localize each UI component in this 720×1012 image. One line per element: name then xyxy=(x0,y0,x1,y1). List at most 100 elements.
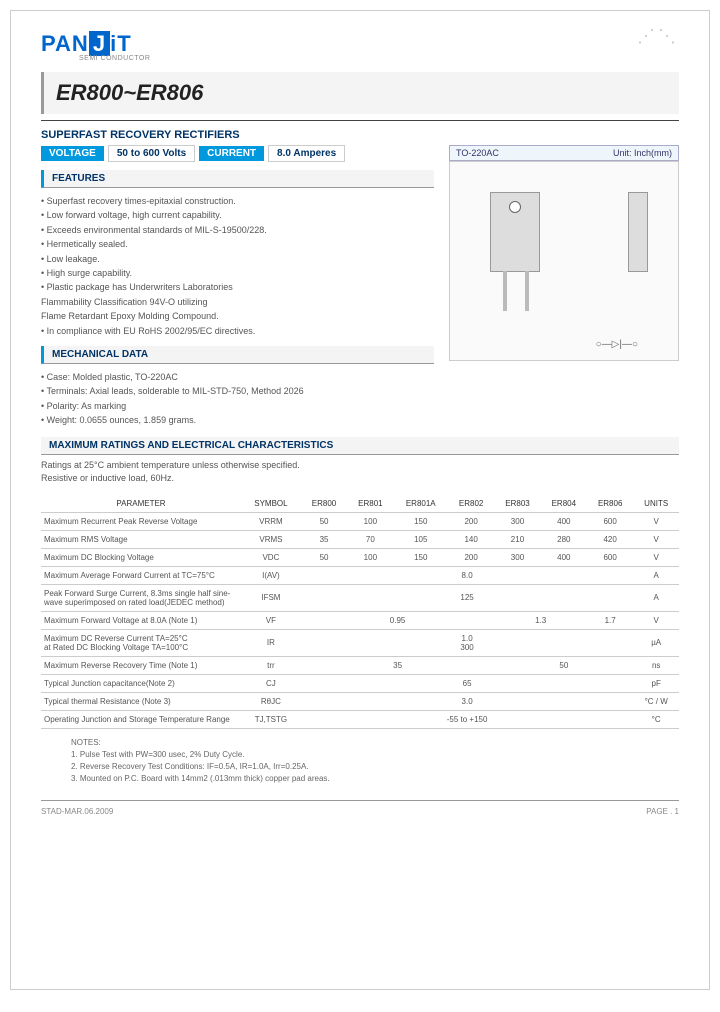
divider xyxy=(41,120,679,121)
feature-item: Plastic package has Underwriters Laborat… xyxy=(41,280,434,323)
note-item: 1. Pulse Test with PW=300 usec, 2% Duty … xyxy=(71,749,679,761)
value-cell: 65 xyxy=(301,674,634,692)
ratings-note: Ratings at 25°C ambient temperature unle… xyxy=(41,459,679,484)
logo-area: PANJiT SEMI CONDUCTOR xyxy=(41,31,679,62)
table-header: ER802 xyxy=(448,495,494,513)
unit-cell: V xyxy=(633,548,679,566)
value-cell: 300 xyxy=(494,512,540,530)
mechanical-item: Terminals: Axial leads, solderable to MI… xyxy=(41,384,434,398)
value-cell: 210 xyxy=(494,530,540,548)
value-cell: 35 xyxy=(301,656,494,674)
table-row: Maximum Recurrent Peak Reverse VoltageVR… xyxy=(41,512,679,530)
value-cell: -55 to +150 xyxy=(301,710,634,728)
mechanical-item: Polarity: As marking xyxy=(41,399,434,413)
table-row: Typical Junction capacitance(Note 2)CJ65… xyxy=(41,674,679,692)
param-cell: Maximum Recurrent Peak Reverse Voltage xyxy=(41,512,241,530)
symbol-cell: TJ,TSTG xyxy=(241,710,301,728)
value-cell: 200 xyxy=(448,512,494,530)
mechanical-item: Case: Molded plastic, TO-220AC xyxy=(41,370,434,384)
symbol-cell: RθJC xyxy=(241,692,301,710)
feature-item: Low leakage. xyxy=(41,252,434,266)
value-cell: 3.0 xyxy=(301,692,634,710)
param-cell: Typical thermal Resistance (Note 3) xyxy=(41,692,241,710)
features-list: Superfast recovery times-epitaxial const… xyxy=(41,194,434,338)
unit-cell: ns xyxy=(633,656,679,674)
package-name: TO-220AC xyxy=(456,148,499,158)
value-cell: 140 xyxy=(448,530,494,548)
value-cell: 35 xyxy=(301,530,347,548)
mechanical-list: Case: Molded plastic, TO-220ACTerminals:… xyxy=(41,370,434,428)
spec-line: VOLTAGE 50 to 600 Volts CURRENT 8.0 Ampe… xyxy=(41,145,434,162)
table-header: PARAMETER xyxy=(41,495,241,513)
table-header: SYMBOL xyxy=(241,495,301,513)
table-row: Maximum Average Forward Current at TC=75… xyxy=(41,566,679,584)
decorative-dots: ⋰⋱ xyxy=(637,26,679,47)
footer-date: STAD-MAR.06.2009 xyxy=(41,807,113,816)
value-cell: 1.7 xyxy=(587,611,633,629)
value-cell: 50 xyxy=(494,656,633,674)
note-item: 3. Mounted on P.C. Board with 14mm2 (.01… xyxy=(71,773,679,785)
param-cell: Maximum DC Blocking Voltage xyxy=(41,548,241,566)
value-cell: 150 xyxy=(394,512,448,530)
table-header: ER806 xyxy=(587,495,633,513)
value-cell: 100 xyxy=(347,548,393,566)
unit-cell: V xyxy=(633,530,679,548)
table-header: ER803 xyxy=(494,495,540,513)
logo-subtitle: SEMI CONDUCTOR xyxy=(79,55,679,62)
value-cell: 200 xyxy=(448,548,494,566)
table-row: Maximum Reverse Recovery Time (Note 1)tr… xyxy=(41,656,679,674)
diode-symbol: ○—▷|—○ xyxy=(596,339,638,350)
feature-item: Superfast recovery times-epitaxial const… xyxy=(41,194,434,208)
symbol-cell: VRRM xyxy=(241,512,301,530)
package-drawing: ○—▷|—○ xyxy=(449,161,679,361)
table-header: ER800 xyxy=(301,495,347,513)
feature-item: Low forward voltage, high current capabi… xyxy=(41,208,434,222)
value-cell: 1.3 xyxy=(494,611,587,629)
unit-cell: µA xyxy=(633,629,679,656)
value-cell: 300 xyxy=(494,548,540,566)
current-label: CURRENT xyxy=(199,146,264,161)
logo-jit: J xyxy=(89,31,110,56)
value-cell: 400 xyxy=(541,512,587,530)
current-value: 8.0 Amperes xyxy=(268,145,345,162)
value-cell: 420 xyxy=(587,530,633,548)
page-title: ER800~ER806 xyxy=(41,72,679,114)
table-row: Maximum Forward Voltage at 8.0A (Note 1)… xyxy=(41,611,679,629)
param-cell: Operating Junction and Storage Temperatu… xyxy=(41,710,241,728)
symbol-cell: IR xyxy=(241,629,301,656)
voltage-label: VOLTAGE xyxy=(41,146,104,161)
table-header: ER801 xyxy=(347,495,393,513)
value-cell: 50 xyxy=(301,548,347,566)
to220-lead-1 xyxy=(503,271,507,311)
table-row: Operating Junction and Storage Temperatu… xyxy=(41,710,679,728)
value-cell: 0.95 xyxy=(301,611,494,629)
unit-cell: V xyxy=(633,512,679,530)
table-row: Typical thermal Resistance (Note 3)RθJC3… xyxy=(41,692,679,710)
value-cell: 600 xyxy=(587,512,633,530)
brand-logo: PANJiT xyxy=(41,31,679,57)
footer-page: PAGE . 1 xyxy=(646,807,679,816)
mechanical-item: Weight: 0.0655 ounces, 1.859 grams. xyxy=(41,413,434,427)
subtitle: SUPERFAST RECOVERY RECTIFIERS xyxy=(41,129,679,141)
param-cell: Maximum Forward Voltage at 8.0A (Note 1) xyxy=(41,611,241,629)
table-header: ER801A xyxy=(394,495,448,513)
unit-cell: pF xyxy=(633,674,679,692)
page-footer: STAD-MAR.06.2009 PAGE . 1 xyxy=(41,800,679,816)
value-cell: 600 xyxy=(587,548,633,566)
param-cell: Maximum RMS Voltage xyxy=(41,530,241,548)
voltage-value: 50 to 600 Volts xyxy=(108,145,195,162)
value-cell: 70 xyxy=(347,530,393,548)
feature-item: Hermetically sealed. xyxy=(41,237,434,251)
table-row: Maximum RMS VoltageVRMS35701051402102804… xyxy=(41,530,679,548)
symbol-cell: CJ xyxy=(241,674,301,692)
table-row: Maximum DC Blocking VoltageVDC5010015020… xyxy=(41,548,679,566)
value-cell: 1.0 300 xyxy=(301,629,634,656)
note-item: 2. Reverse Recovery Test Conditions: IF=… xyxy=(71,761,679,773)
param-cell: Maximum Average Forward Current at TC=75… xyxy=(41,566,241,584)
notes-header: NOTES: xyxy=(71,737,679,749)
value-cell: 280 xyxy=(541,530,587,548)
param-cell: Typical Junction capacitance(Note 2) xyxy=(41,674,241,692)
table-row: Peak Forward Surge Current, 8.3ms single… xyxy=(41,584,679,611)
package-header: TO-220AC Unit: Inch(mm) xyxy=(449,145,679,161)
symbol-cell: VRMS xyxy=(241,530,301,548)
